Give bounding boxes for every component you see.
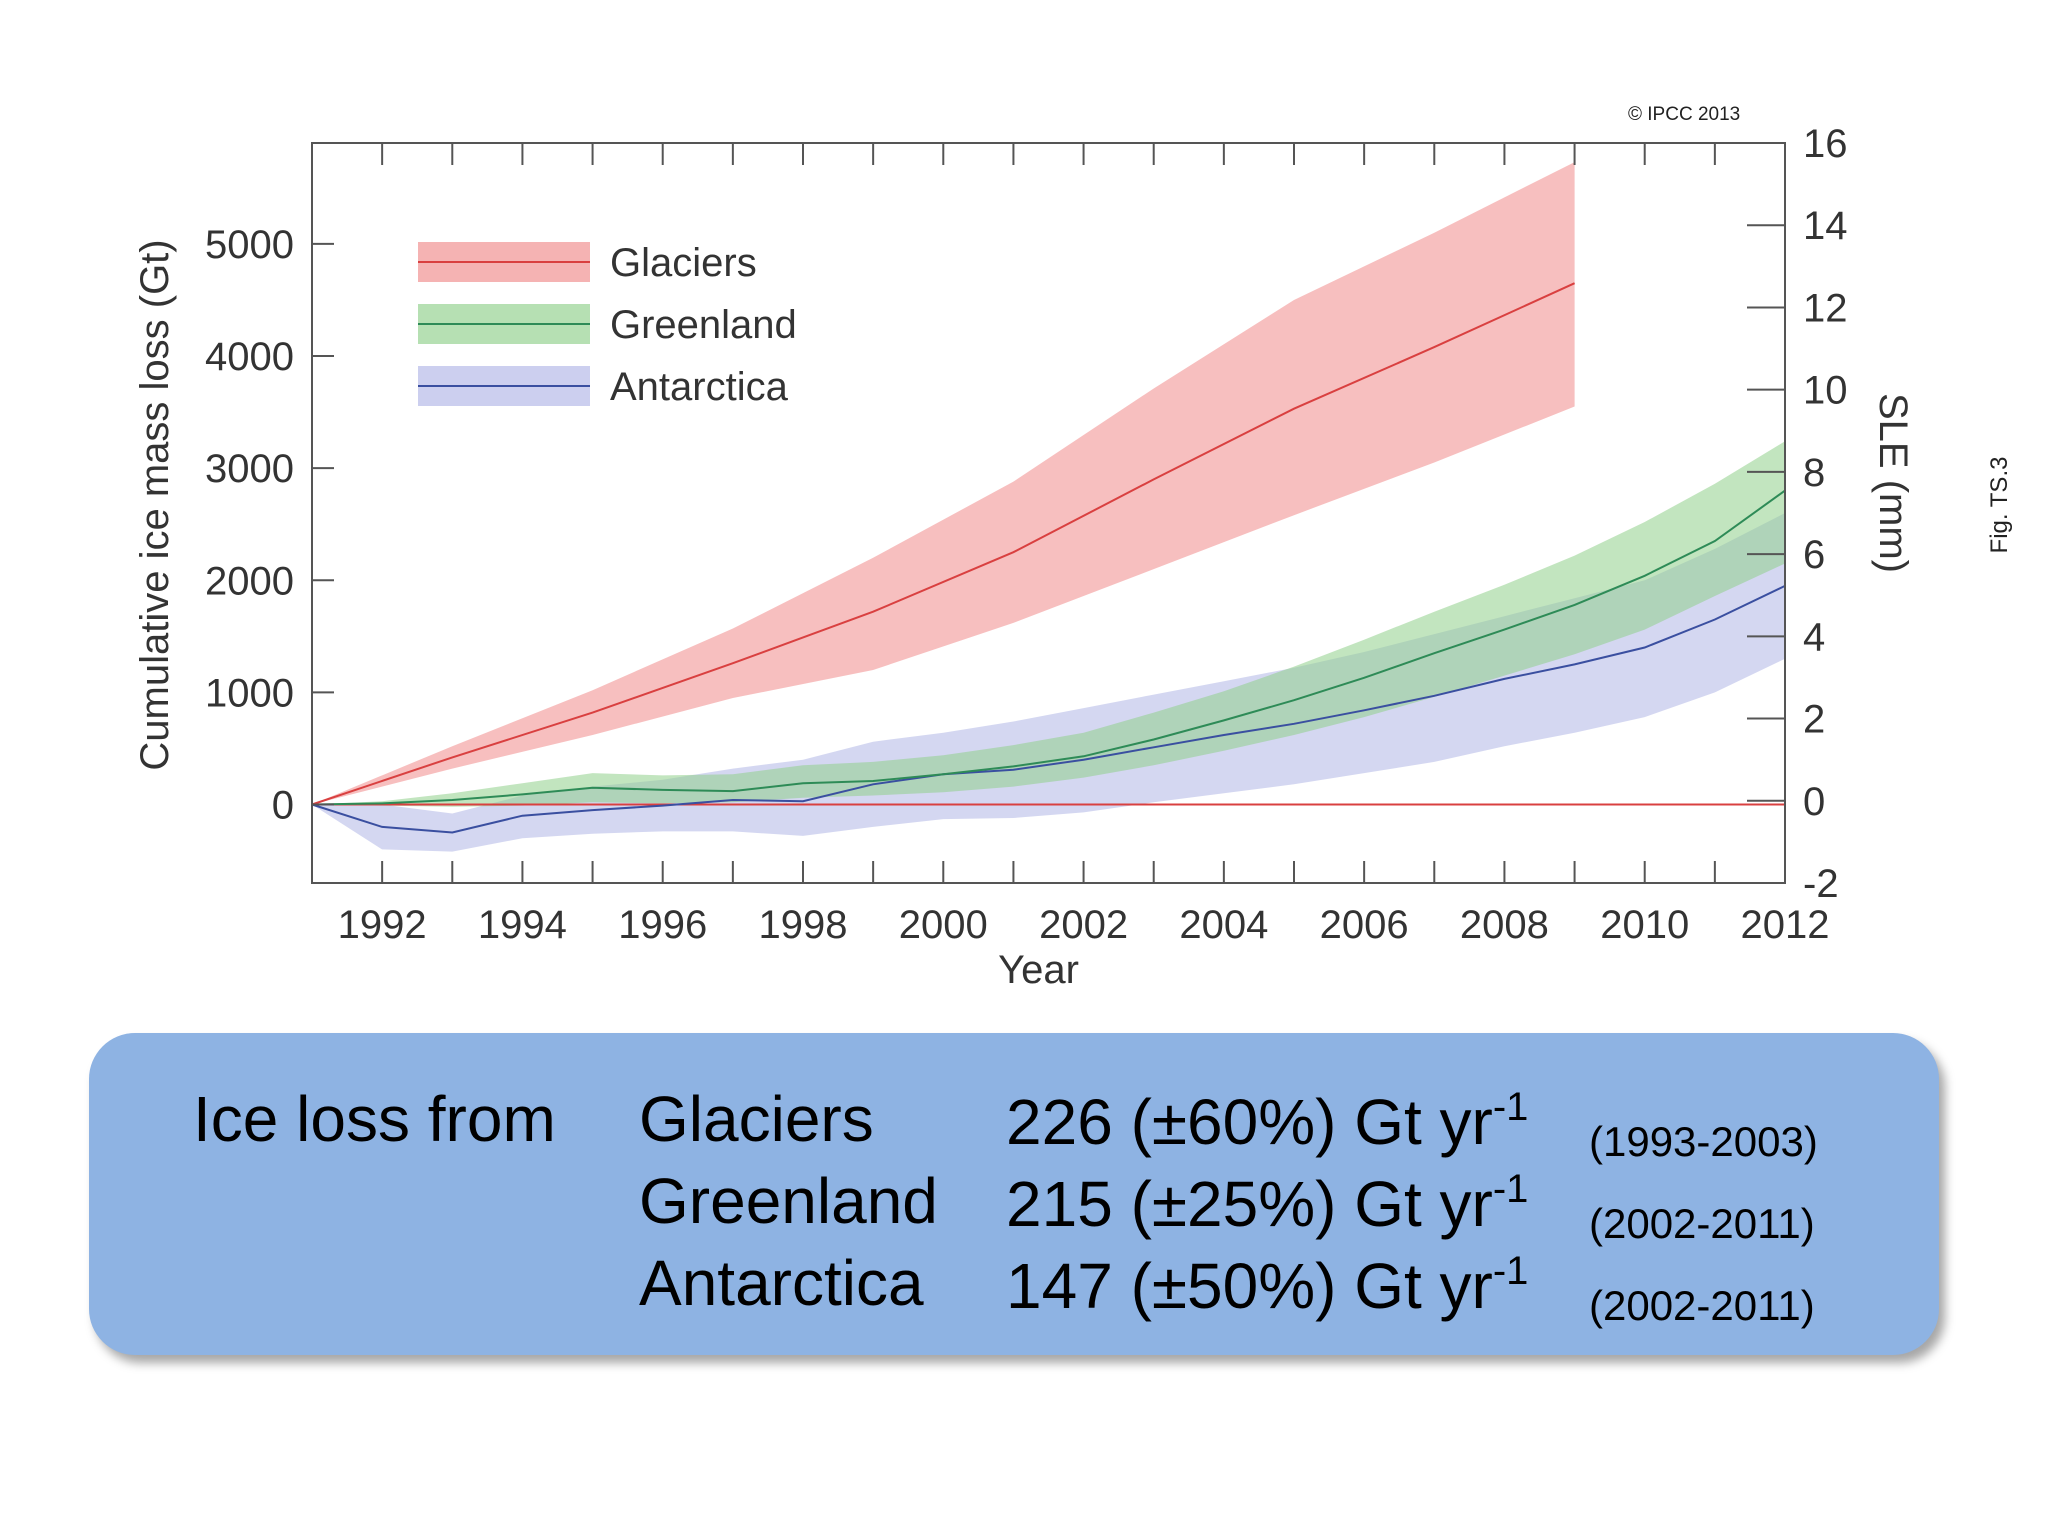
summary-value-greenland: 215 (±25%) Gt yr-1 (1006, 1169, 1528, 1236)
x-tick-label: 2000 (899, 903, 988, 947)
x-tick-label: 2008 (1460, 903, 1549, 947)
summary-value-text: 226 (±60%) Gt yr (1006, 1086, 1493, 1158)
y2-tick-label: 4 (1803, 615, 1825, 659)
summary-period-greenland: (2002-2011) (1589, 1200, 1815, 1247)
y2-tick-label: 16 (1803, 122, 1848, 166)
x-tick-label: 2006 (1320, 903, 1409, 947)
summary-value-text: 147 (±50%) Gt yr (1006, 1250, 1493, 1322)
y2-tick-label: 2 (1803, 698, 1825, 742)
summary-exponent: -1 (1492, 1249, 1529, 1293)
y-tick-label: 0 (272, 784, 294, 828)
x-tick-label: 2012 (1741, 903, 1830, 947)
legend-label-antarctica: Antarctica (610, 365, 789, 409)
x-tick-label: 1996 (618, 903, 707, 947)
band-glaciers (312, 162, 1575, 805)
x-tick-label: 2002 (1039, 903, 1128, 947)
y-tick-label: 2000 (205, 559, 294, 603)
x-tick-label: 1992 (338, 903, 427, 947)
y2-axis-label: SLE (mm) (1871, 393, 1915, 573)
y-tick-label: 3000 (205, 447, 294, 491)
y2-tick-label: -2 (1803, 862, 1839, 906)
summary-value-text: 215 (±25%) Gt yr (1006, 1168, 1493, 1240)
summary-period-antarctica: (2002-2011) (1589, 1282, 1815, 1329)
legend-label-greenland: Greenland (610, 303, 797, 347)
summary-exponent: -1 (1492, 1167, 1529, 1211)
legend-label-glaciers: Glaciers (610, 241, 757, 285)
x-tick-label: 1998 (759, 903, 848, 947)
line-glaciers (311, 282, 1576, 806)
plot-frame (311, 142, 1786, 884)
line-antarctica (311, 584, 1786, 834)
x-tick-label: 1994 (478, 903, 567, 947)
y2-tick-label: 6 (1803, 533, 1825, 577)
y2-tick-label: 14 (1803, 204, 1848, 248)
y-tick-label: 4000 (205, 335, 294, 379)
band-greenland (312, 441, 1785, 807)
summary-name-antarctica: Antarctica (639, 1247, 924, 1319)
x-tick-label: 2004 (1179, 903, 1268, 947)
x-axis-label: Year (998, 948, 1079, 992)
summary-name-greenland: Greenland (639, 1165, 938, 1237)
y-axis-label: Cumulative ice mass loss (Gt) (133, 239, 177, 770)
figure-label: Fig. TS.3 (1986, 456, 2013, 554)
summary-value-glaciers: 226 (±60%) Gt yr-1 (1006, 1087, 1528, 1154)
y2-tick-label: 10 (1803, 369, 1848, 413)
x-tick-label: 2010 (1600, 903, 1689, 947)
summary-label: Ice loss from (193, 1083, 556, 1155)
summary-value-antarctica: 147 (±50%) Gt yr-1 (1006, 1251, 1528, 1318)
summary-exponent: -1 (1492, 1085, 1529, 1129)
summary-period-glaciers: (1993-2003) (1589, 1118, 1818, 1165)
legend: Glaciers Greenland Antarctica (418, 241, 797, 409)
copyright-note: © IPCC 2013 (1628, 104, 1741, 125)
summary-box: Ice loss from Glaciers 226 (±60%) Gt yr-… (89, 1033, 1939, 1355)
y-tick-label: 1000 (205, 671, 294, 715)
y2-tick-label: 0 (1803, 780, 1825, 824)
y2-tick-label: 12 (1803, 286, 1848, 330)
summary-name-glaciers: Glaciers (639, 1083, 874, 1155)
y-tick-label: 5000 (205, 223, 294, 267)
y2-tick-label: 8 (1803, 451, 1825, 495)
line-greenland (311, 489, 1786, 806)
